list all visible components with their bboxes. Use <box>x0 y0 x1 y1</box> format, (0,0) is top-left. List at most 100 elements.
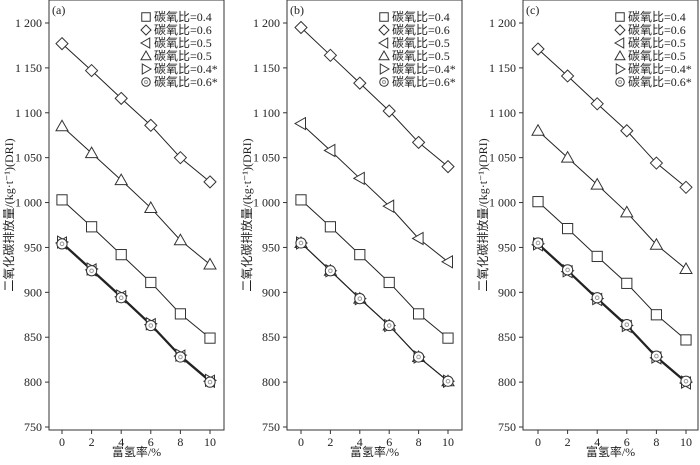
y-tick-label: 1 200 <box>15 16 42 30</box>
data-point <box>323 143 336 158</box>
legend: 碳氧比=0.4碳氧比=0.6碳氧比=0.5碳氧比=0.5碳氧比=0.4*碳氧比=… <box>377 10 456 89</box>
data-point <box>293 116 306 131</box>
x-tick-label: 2 <box>565 435 571 449</box>
x-tick-label: 6 <box>624 435 630 449</box>
y-tick-label: 900 <box>24 285 42 299</box>
data-point <box>411 135 426 150</box>
data-point <box>413 308 425 320</box>
data-point <box>531 42 545 56</box>
legend-label: 碳氧比=0.4* <box>392 62 456 76</box>
data-point <box>531 123 545 136</box>
data-point <box>382 199 395 214</box>
data-point <box>86 265 98 277</box>
series-2 <box>530 237 691 390</box>
legend-marker-triangle-left <box>377 37 389 49</box>
y-tick-label: 1 150 <box>15 61 42 75</box>
data-point <box>591 292 603 304</box>
x-axis-label: 富氢率/% <box>112 444 161 459</box>
data-point <box>84 146 99 159</box>
legend-label: 碳氧比=0.5 <box>154 49 212 63</box>
data-point <box>441 159 455 174</box>
series-line <box>300 242 449 382</box>
legend-label: 碳氧比=0.4 <box>154 10 212 24</box>
x-tick-label: 10 <box>442 435 454 449</box>
panel-a: (a) 750 800 850 900 950 1 000 1 050 1 100 1 150 1 … <box>1 0 225 459</box>
series-line <box>537 242 687 382</box>
x-tick-label: 8 <box>416 435 422 449</box>
data-point <box>562 264 574 276</box>
series-2 <box>293 116 453 269</box>
series-line <box>300 199 449 339</box>
data-point <box>145 319 157 332</box>
data-point <box>294 20 308 35</box>
series-1 <box>294 20 455 174</box>
legend-label: 碳氧比=0.4* <box>628 62 692 76</box>
legend-marker-triangle-right <box>379 63 391 75</box>
data-point <box>352 171 365 186</box>
series-line <box>61 243 211 383</box>
legend-marker-diamond <box>140 24 152 36</box>
x-tick-label: 2 <box>327 435 333 449</box>
series-5 <box>532 237 692 387</box>
data-point <box>650 309 662 321</box>
x-tick-label: 10 <box>204 435 216 449</box>
series-4 <box>296 236 456 389</box>
y-tick-label: 900 <box>262 285 280 299</box>
data-point <box>353 76 367 90</box>
y-axis-label: 二氧化碳排放量/(kg·t⁻¹)(DRI) <box>475 138 490 291</box>
series-3 <box>531 123 693 274</box>
legend-label: 碳氧比=0.5 <box>154 36 212 50</box>
panel-label: (c) <box>526 3 539 17</box>
data-point <box>295 237 307 249</box>
data-point <box>621 277 633 289</box>
legend-label: 碳氧比=0.5 <box>392 49 450 63</box>
legend-marker-circle-dot <box>615 77 625 87</box>
x-tick-label: 0 <box>298 435 304 449</box>
data-point <box>324 221 336 233</box>
y-tick-label: 900 <box>498 285 516 299</box>
series-5 <box>295 237 454 387</box>
data-point-dot <box>624 322 630 327</box>
data-point-dot <box>328 268 333 274</box>
data-point-dot <box>594 295 600 301</box>
x-tick-label: 4 <box>357 435 363 449</box>
data-point <box>174 351 186 363</box>
y-tick-label: 1 000 <box>253 196 280 210</box>
data-point <box>55 36 69 51</box>
data-point-dot <box>565 267 570 273</box>
y-axis-label: 二氧化碳排放量/(kg·t⁻¹)(DRI) <box>239 138 254 291</box>
data-point <box>174 308 187 320</box>
data-point <box>680 375 692 387</box>
x-tick-label: 0 <box>535 435 541 449</box>
legend-marker-square <box>141 12 151 22</box>
y-tick-label: 800 <box>24 375 42 389</box>
data-point <box>591 250 603 263</box>
data-point <box>144 118 158 133</box>
series-line <box>537 201 687 341</box>
data-point <box>354 249 366 261</box>
data-point <box>173 150 188 165</box>
data-point <box>145 276 157 289</box>
legend-marker-diamond <box>614 24 626 36</box>
data-point <box>203 175 217 189</box>
legend-label: 碳氧比=0.6 <box>628 23 686 37</box>
legend-label: 碳氧比=0.4 <box>392 10 450 24</box>
data-point <box>560 69 575 83</box>
data-point <box>440 254 453 269</box>
data-point <box>382 104 396 118</box>
data-point <box>383 319 395 332</box>
data-point <box>562 222 574 235</box>
y-tick-label: 850 <box>498 330 516 344</box>
data-point <box>590 177 605 190</box>
series-0 <box>56 194 216 344</box>
y-tick-label: 1 150 <box>489 61 516 75</box>
legend-marker-circle-dot <box>379 77 389 87</box>
x-tick-label: 4 <box>594 435 600 449</box>
legend-label: 碳氧比=0.6* <box>392 75 456 89</box>
data-point <box>620 124 634 138</box>
y-tick-label: 800 <box>498 375 516 389</box>
y-tick-label: 850 <box>24 330 42 344</box>
panel-b: (b) 750 800 850 900 950 1 000 1 050 1 100 1 150 1 … <box>239 0 463 459</box>
data-point <box>55 119 69 132</box>
